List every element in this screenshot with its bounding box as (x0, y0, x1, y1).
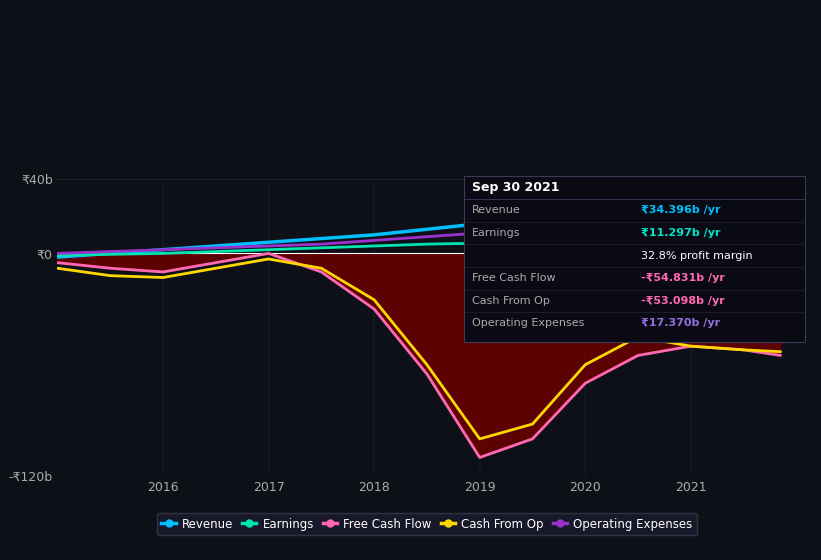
Legend: Revenue, Earnings, Free Cash Flow, Cash From Op, Operating Expenses: Revenue, Earnings, Free Cash Flow, Cash … (157, 513, 697, 535)
Text: ₹11.297b /yr: ₹11.297b /yr (641, 228, 721, 238)
Text: Operating Expenses: Operating Expenses (472, 319, 585, 329)
Text: -₹53.098b /yr: -₹53.098b /yr (641, 296, 725, 306)
Text: Free Cash Flow: Free Cash Flow (472, 273, 556, 283)
Text: Revenue: Revenue (472, 206, 521, 216)
Text: Sep 30 2021: Sep 30 2021 (472, 181, 560, 194)
Text: ₹34.396b /yr: ₹34.396b /yr (641, 206, 721, 216)
Text: ₹17.370b /yr: ₹17.370b /yr (641, 319, 720, 329)
Text: Earnings: Earnings (472, 228, 521, 238)
Text: -₹54.831b /yr: -₹54.831b /yr (641, 273, 725, 283)
Text: Cash From Op: Cash From Op (472, 296, 550, 306)
Text: 32.8% profit margin: 32.8% profit margin (641, 251, 753, 260)
